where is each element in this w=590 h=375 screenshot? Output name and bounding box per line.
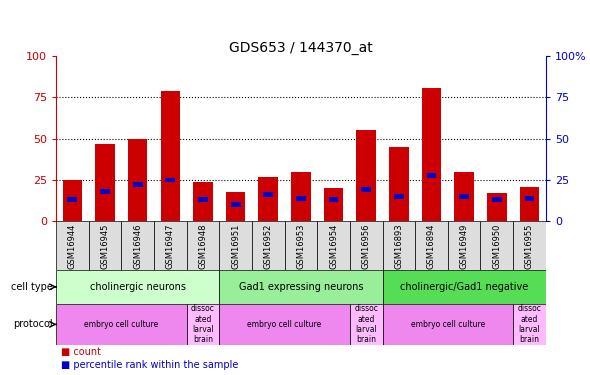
Bar xyxy=(394,194,404,199)
Bar xyxy=(198,197,208,202)
Bar xyxy=(356,130,376,221)
Bar xyxy=(513,304,546,345)
Bar xyxy=(296,196,306,201)
Bar xyxy=(513,221,546,270)
Bar xyxy=(448,221,480,270)
Bar xyxy=(56,304,186,345)
Bar xyxy=(480,221,513,270)
Text: GSM16950: GSM16950 xyxy=(492,223,502,268)
Text: GSM16945: GSM16945 xyxy=(100,223,110,268)
Bar xyxy=(324,188,343,221)
Text: GSM16944: GSM16944 xyxy=(68,223,77,268)
Text: dissoc
ated
larval
brain: dissoc ated larval brain xyxy=(191,304,215,345)
Text: cholinergic/Gad1 negative: cholinergic/Gad1 negative xyxy=(400,282,528,292)
Bar xyxy=(350,304,382,345)
Bar xyxy=(95,144,115,221)
Bar xyxy=(389,147,409,221)
Bar xyxy=(231,202,241,207)
Bar xyxy=(219,221,252,270)
Text: embryo cell culture: embryo cell culture xyxy=(247,320,322,329)
Bar xyxy=(186,221,219,270)
Bar xyxy=(67,197,77,202)
Bar xyxy=(487,193,507,221)
Bar xyxy=(459,194,469,199)
Text: cell type: cell type xyxy=(11,282,53,292)
Bar xyxy=(291,172,311,221)
Bar xyxy=(263,192,273,197)
Bar xyxy=(154,221,186,270)
Text: GSM16946: GSM16946 xyxy=(133,223,142,269)
Text: embryo cell culture: embryo cell culture xyxy=(411,320,485,329)
Text: GSM16954: GSM16954 xyxy=(329,223,338,268)
Bar xyxy=(128,139,148,221)
Bar xyxy=(382,221,415,270)
Text: Gad1 expressing neurons: Gad1 expressing neurons xyxy=(238,282,363,292)
Bar xyxy=(361,188,371,192)
Text: dissoc
ated
larval
brain: dissoc ated larval brain xyxy=(354,304,378,345)
Bar xyxy=(100,189,110,194)
Text: embryo cell culture: embryo cell culture xyxy=(84,320,159,329)
Bar xyxy=(160,91,180,221)
Text: GSM16947: GSM16947 xyxy=(166,223,175,269)
Text: GSM16952: GSM16952 xyxy=(264,223,273,268)
Bar xyxy=(329,197,339,202)
Text: dissoc
ated
larval
brain: dissoc ated larval brain xyxy=(517,304,542,345)
Bar xyxy=(350,221,382,270)
Bar xyxy=(56,221,88,270)
Bar xyxy=(56,270,219,304)
Bar xyxy=(427,172,437,177)
Bar xyxy=(63,180,82,221)
Bar xyxy=(454,172,474,221)
Bar xyxy=(186,304,219,345)
Text: GSM16951: GSM16951 xyxy=(231,223,240,268)
Text: GSM16949: GSM16949 xyxy=(460,223,468,268)
Bar xyxy=(382,304,513,345)
Bar xyxy=(165,177,175,183)
Text: GSM16956: GSM16956 xyxy=(362,223,371,269)
Title: GDS653 / 144370_at: GDS653 / 144370_at xyxy=(229,41,373,55)
Bar xyxy=(422,88,441,221)
Text: GSM16953: GSM16953 xyxy=(296,223,306,269)
Text: protocol: protocol xyxy=(14,320,53,329)
Bar xyxy=(219,270,382,304)
Bar xyxy=(258,177,278,221)
Bar xyxy=(226,192,245,221)
Text: ■ percentile rank within the sample: ■ percentile rank within the sample xyxy=(61,360,238,370)
Bar xyxy=(133,183,143,188)
Bar xyxy=(415,221,448,270)
Text: GSM16955: GSM16955 xyxy=(525,223,534,268)
Text: ■ count: ■ count xyxy=(61,346,101,357)
Bar xyxy=(520,187,539,221)
Text: GSM16894: GSM16894 xyxy=(427,223,436,269)
Bar xyxy=(122,221,154,270)
Bar xyxy=(317,221,350,270)
Text: GSM16948: GSM16948 xyxy=(198,223,208,269)
Bar xyxy=(492,197,502,202)
Bar xyxy=(193,182,213,221)
Bar xyxy=(382,270,546,304)
Bar xyxy=(252,221,284,270)
Bar xyxy=(88,221,122,270)
Bar xyxy=(219,304,350,345)
Bar xyxy=(525,196,535,201)
Bar xyxy=(284,221,317,270)
Text: cholinergic neurons: cholinergic neurons xyxy=(90,282,186,292)
Text: GSM16893: GSM16893 xyxy=(394,223,404,269)
